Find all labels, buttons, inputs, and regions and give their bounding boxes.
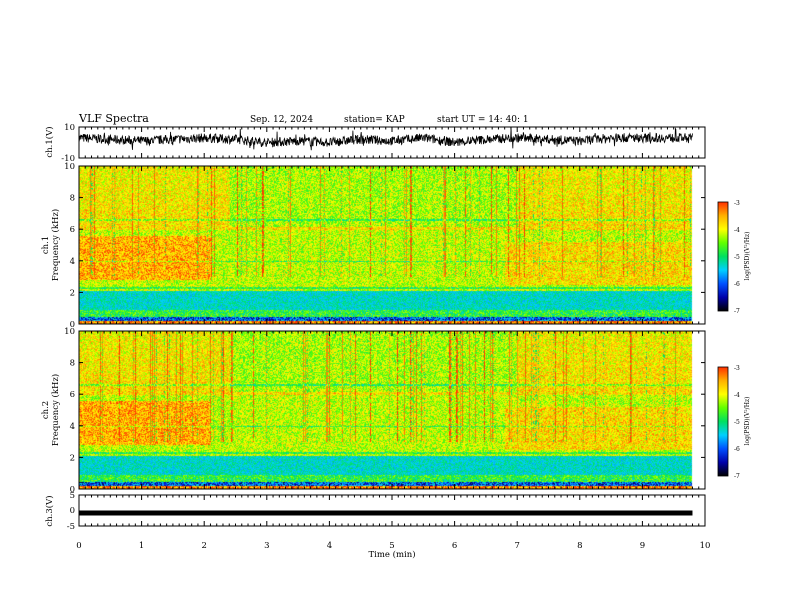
- ch2-spectrogram-ylabel-channel: ch.2: [41, 401, 51, 419]
- freq-tick-label: 0: [70, 485, 75, 495]
- ch1-cb-tick-m4: -4: [734, 227, 740, 234]
- freq-tick-label: 2: [70, 288, 75, 298]
- ch3-waveform-panel: 5 0 -5 ch.3(V) 0 1 2 3 4 5 6 7 8 9 10 Time (min): [44, 491, 710, 560]
- ch1-cb-tick-m6: -6: [734, 281, 740, 288]
- ch1-ytick-top: 10: [64, 123, 75, 133]
- freq-tick-label: 4: [70, 422, 75, 432]
- time-tick-label: 5: [389, 541, 394, 551]
- ch2-spectrogram-panel: 0 2 4 6 8 10 ch.2 Frequency (kHz): [41, 327, 706, 495]
- freq-tick-label: 2: [70, 453, 75, 463]
- ch1-colorbar-scale: [717, 201, 729, 312]
- ch1-ytick-bottom: -10: [61, 154, 75, 164]
- freq-tick-label: 0: [70, 320, 75, 330]
- ch2-cb-tick-m7: -7: [734, 473, 740, 480]
- ch2-cb-tick-m6: -6: [734, 446, 740, 453]
- time-tick-label: 0: [76, 541, 81, 551]
- time-tick-label: 2: [201, 541, 206, 551]
- time-tick-label: 10: [700, 541, 711, 551]
- ch1-spectrogram-ylabel: Frequency (kHz): [50, 209, 61, 281]
- ch1-spectrogram-image: [79, 166, 705, 324]
- ch1-waveform-line: [79, 127, 693, 151]
- ch2-colorbar-scale: [717, 366, 729, 477]
- ch2-colorbar: -3 -4 -5 -6 -7 log(PSD)(V²/Hz): [717, 365, 751, 480]
- ch1-cb-tick-m5: -5: [734, 254, 740, 261]
- header-station: station= KAP: [344, 115, 405, 125]
- ch3-ytick-bottom: -5: [67, 522, 75, 532]
- time-tick-label: 6: [452, 541, 457, 551]
- freq-tick-label: 4: [70, 257, 75, 267]
- ch1-cb-tick-m3: -3: [734, 200, 740, 207]
- ch2-cb-tick-m5: -5: [734, 419, 740, 426]
- time-tick-label: 3: [264, 541, 269, 551]
- freq-tick-label: 10: [64, 327, 75, 337]
- ch1-colorbar: -3 -4 -5 -6 -7 log(PSD)(V²/Hz): [717, 200, 751, 315]
- time-tick-label: 9: [640, 541, 645, 551]
- ch1-spectrogram-ylabel-channel: ch.1: [41, 236, 51, 254]
- ch1-waveform-panel: 10 -10 ch.1(V): [44, 123, 706, 164]
- time-tick-label: 8: [577, 541, 582, 551]
- ch2-spectrogram-ylabel: Frequency (kHz): [50, 374, 61, 446]
- freq-tick-label: 8: [70, 359, 75, 369]
- ch2-cb-tick-m4: -4: [734, 392, 740, 399]
- time-tick-label: 1: [139, 541, 144, 551]
- time-tick-label: 4: [327, 541, 332, 551]
- ch3-ytick-mid: 0: [70, 506, 75, 516]
- freq-tick-label: 6: [70, 390, 75, 400]
- figure-title: VLF Spectra: [78, 112, 149, 125]
- ch1-spectrogram-panel: 0 2 4 6 8 10 ch.1 Frequency (kHz): [41, 162, 706, 330]
- header-date: Sep. 12, 2024: [250, 115, 313, 125]
- time-tick-label: 7: [514, 541, 519, 551]
- freq-tick-label: 8: [70, 194, 75, 204]
- ch3-ytick-top: 5: [70, 491, 75, 501]
- ch1-cb-tick-m7: -7: [734, 308, 740, 315]
- ch1-colorbar-label: log(PSD)(V²/Hz): [744, 232, 751, 281]
- ch2-colorbar-label: log(PSD)(V²/Hz): [744, 397, 751, 446]
- ch3-waveform-ylabel: ch.3(V): [44, 495, 55, 526]
- ch2-spectrogram-image: [79, 331, 705, 489]
- freq-tick-label: 10: [64, 162, 75, 172]
- ch2-cb-tick-m3: -3: [734, 365, 740, 372]
- header-start-time: start UT = 14: 40: 1: [437, 115, 529, 125]
- time-axis-label: Time (min): [368, 549, 415, 560]
- ch1-waveform-ylabel: ch.1(V): [44, 126, 55, 157]
- freq-tick-label: 6: [70, 225, 75, 235]
